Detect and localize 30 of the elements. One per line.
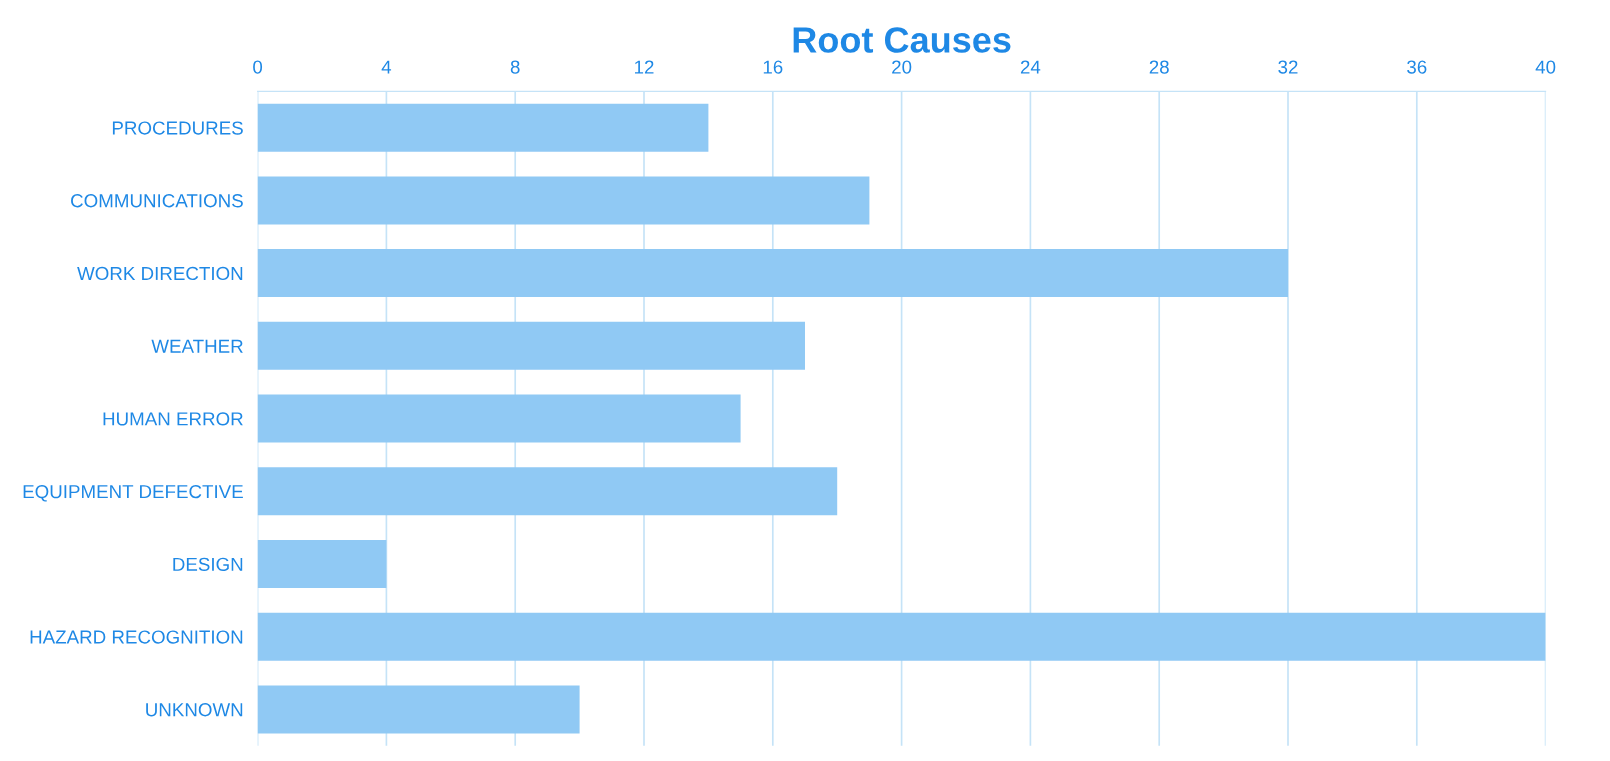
y-tick-label: EQUIPMENT DEFECTIVE	[23, 484, 243, 502]
x-tick-label: 40	[1535, 60, 1556, 74]
bar	[257, 103, 709, 152]
x-tick-label: 16	[763, 60, 783, 74]
x-tick-label: 36	[1407, 60, 1427, 74]
x-tick-label: 20	[892, 60, 912, 74]
y-tick-label: COMMUNICATIONS	[71, 194, 243, 208]
bar	[257, 394, 741, 443]
y-tick-label: PROCEDURES	[112, 121, 243, 135]
x-tick-label: 24	[1020, 60, 1041, 74]
bar	[257, 321, 805, 370]
x-tick-label: 4	[381, 60, 392, 74]
x-tick-label: 28	[1149, 60, 1169, 74]
chart-title: Root Causes	[793, 27, 1011, 53]
y-tick-label: DESIGN	[173, 557, 243, 571]
bar	[257, 249, 1288, 298]
y-tick-label: WORK DIRECTION	[77, 266, 243, 281]
bar	[257, 685, 580, 734]
bar	[257, 176, 870, 225]
y-tick-label: WEATHER	[151, 339, 243, 353]
bar	[257, 467, 838, 516]
bar	[257, 612, 1546, 661]
x-tick-label: 8	[510, 60, 520, 74]
x-tick-label: 32	[1278, 60, 1298, 74]
x-tick-label: 0	[253, 60, 263, 74]
bar	[257, 539, 387, 588]
y-tick-label: HUMAN ERROR	[103, 412, 243, 426]
y-tick-label: HAZARD RECOGNITION	[30, 630, 243, 644]
x-tick-label: 12	[635, 60, 654, 74]
y-tick-label: UNKNOWN	[146, 703, 243, 717]
